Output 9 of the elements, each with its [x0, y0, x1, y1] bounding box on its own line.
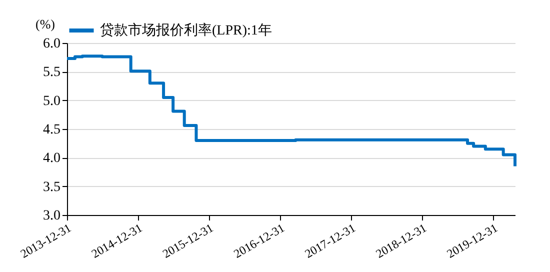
y-tick-label: 5.0 [43, 94, 60, 109]
y-axis-title: (%) [36, 16, 55, 32]
y-tick-label: 3.0 [43, 208, 60, 224]
y-tick-label: 4.5 [43, 122, 60, 138]
y-tick-label: 5.5 [43, 65, 60, 80]
y-tick-label: 4.0 [43, 151, 60, 166]
y-tick-label: 3.5 [43, 180, 60, 195]
y-tick-label: 6.0 [43, 36, 60, 52]
legend-label: 贷款市场报价利率(LPR):1年 [100, 22, 272, 38]
